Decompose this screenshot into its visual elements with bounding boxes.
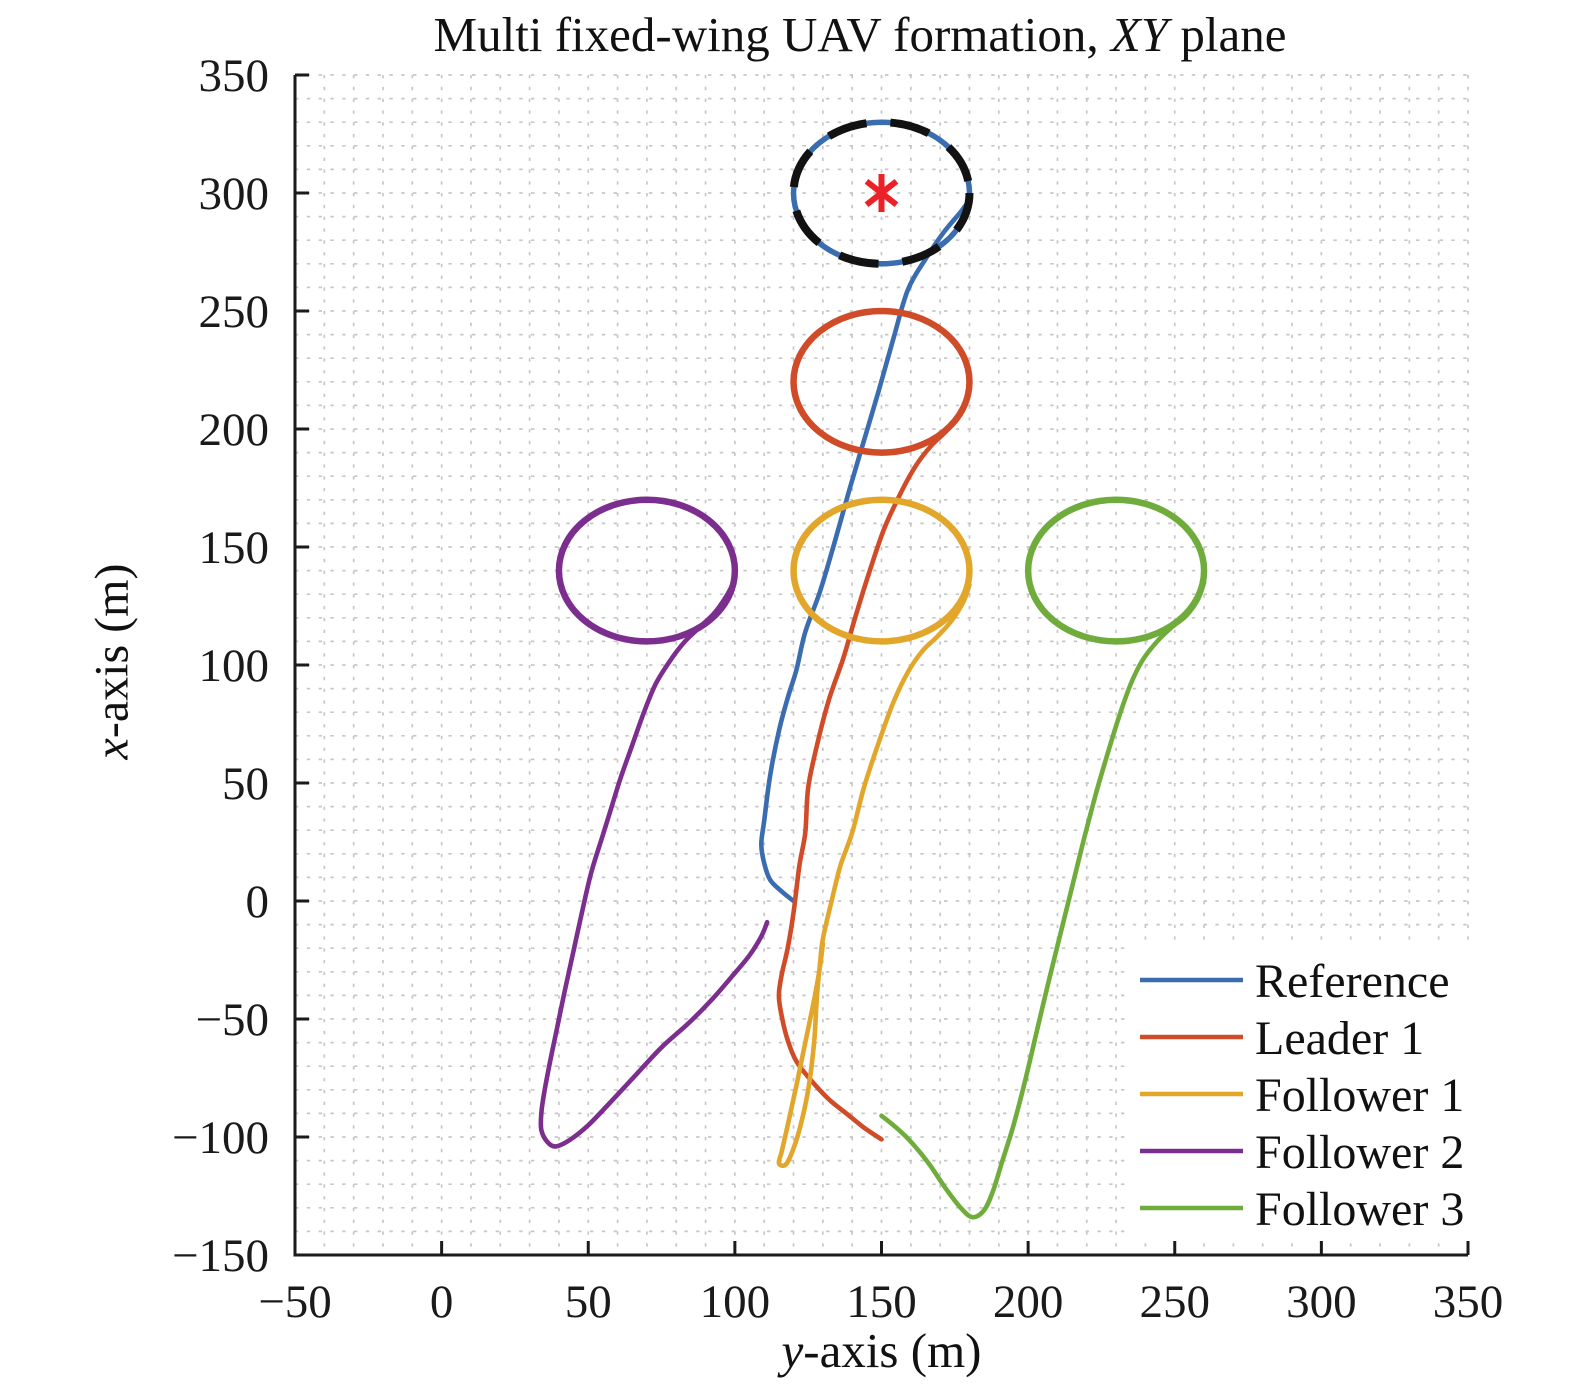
y-tick-label: 300: [199, 168, 270, 220]
x-tick-label: 0: [430, 1276, 454, 1328]
legend-label-follower-3: Follower 3: [1255, 1183, 1464, 1236]
y-tick-label: 0: [246, 876, 270, 928]
x-tick-label: 200: [993, 1276, 1064, 1328]
x-axis-label-rest: -axis (m): [803, 1323, 982, 1378]
loiter-circle-follower-3: [1024, 496, 1208, 645]
loiter-circle-follower-1: [790, 496, 973, 645]
x-tick-label: −50: [258, 1276, 332, 1328]
trajectory-follower-3: [879, 580, 1207, 1220]
trajectory-follower-2: [538, 577, 770, 1149]
trajectories: [538, 119, 1208, 1220]
y-axis-label: x-axis (m): [85, 512, 140, 812]
y-tick-label: −50: [195, 994, 269, 1046]
chart-title: Multi fixed-wing UAV formation, XY plane: [250, 6, 1470, 63]
x-tick-label: 100: [700, 1276, 771, 1328]
trajectory-follower-1: [776, 582, 972, 1169]
y-tick-label: 100: [199, 640, 270, 692]
x-tick-label: 350: [1433, 1276, 1504, 1328]
y-tick-label: 150: [199, 522, 270, 574]
loiter-circle-leader-1: [790, 307, 973, 456]
loiter-circle-follower-2: [555, 496, 739, 645]
x-axis-label-italic: y: [781, 1323, 804, 1378]
target-star-marker: [864, 178, 899, 208]
chart-title-suffix: plane: [1168, 7, 1287, 62]
y-tick-label: −100: [172, 1112, 269, 1164]
x-tick-label: 50: [565, 1276, 612, 1328]
desired-orbit-dashed-circle: [789, 118, 974, 268]
chart-title-italic: XY: [1110, 7, 1169, 62]
axes: [293, 73, 1470, 1257]
annotations: [789, 118, 974, 268]
y-tick-label: 350: [199, 50, 270, 102]
x-axis-label: y-axis (m): [295, 1322, 1468, 1379]
x-tick-label: 300: [1286, 1276, 1357, 1328]
legend-label-follower-1: Follower 1: [1255, 1069, 1464, 1122]
x-tick-label: 150: [846, 1276, 917, 1328]
legend-label-leader-1: Leader 1: [1255, 1012, 1424, 1065]
y-tick-label: 250: [199, 286, 270, 338]
y-axis-label-italic: x: [85, 738, 139, 760]
y-axis-label-rest: -axis (m): [85, 563, 139, 739]
tick-labels: −50 0 50 100 150 200 250 300 350 −150 −100 −50 0 50 10…: [172, 50, 1503, 1328]
y-tick-label: −150: [172, 1230, 269, 1282]
legend-label-follower-2: Follower 2: [1255, 1126, 1464, 1179]
legend-label-reference: Reference: [1255, 955, 1450, 1008]
y-tick-label: 50: [222, 758, 269, 810]
trajectory-reference: [759, 197, 972, 904]
x-tick-label: 250: [1140, 1276, 1211, 1328]
y-tick-label: 200: [199, 404, 270, 456]
chart-title-text: Multi fixed-wing UAV formation,: [433, 7, 1111, 62]
